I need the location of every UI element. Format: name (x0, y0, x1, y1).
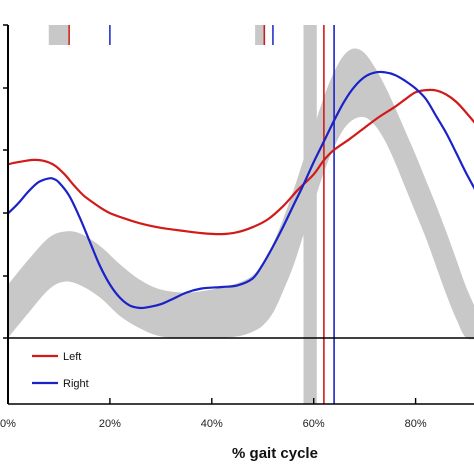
top-event-bar-1 (48, 25, 70, 45)
gait-event-markers (48, 25, 335, 404)
series-layer (6, 70, 474, 310)
legend: Left Right (32, 351, 89, 390)
x-tick-label-80pct: 80% (405, 418, 427, 430)
normative-band (8, 48, 474, 340)
toe-off-normal-band (303, 25, 317, 404)
legend-label-left: Left (63, 351, 81, 363)
normative-band-layer (8, 48, 474, 340)
x-axis-title: % gait cycle (232, 445, 318, 462)
axes-layer (3, 24, 474, 405)
legend-label-right: Right (63, 378, 89, 390)
x-tick-label-40pct: 40% (201, 418, 223, 430)
x-tick-label-20pct: 20% (99, 418, 121, 430)
top-event-bar-2 (255, 25, 266, 45)
series-line-left (6, 88, 474, 236)
series-line-right (6, 70, 474, 310)
x-tick-label-60pct: 60% (303, 418, 325, 430)
tick-labels-layer: 0% 20% 40% 60% 80% (0, 418, 427, 430)
x-tick-label-0pct: 0% (0, 418, 16, 430)
